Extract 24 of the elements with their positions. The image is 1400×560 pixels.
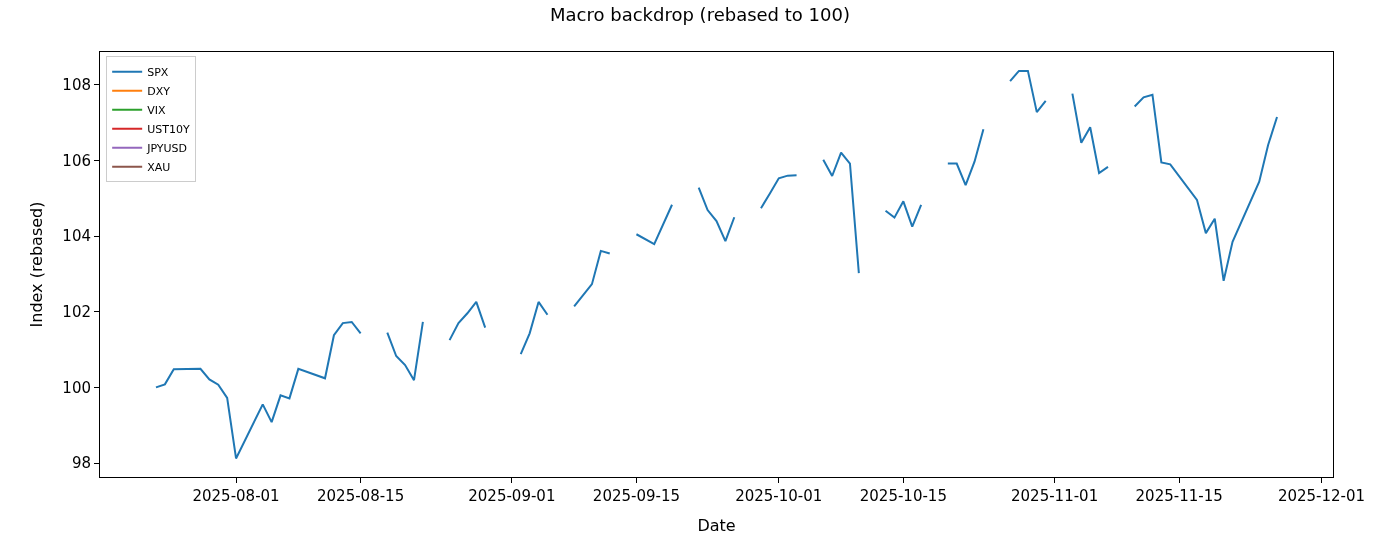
x-tick-label: 2025-11-15 xyxy=(1135,487,1223,505)
chart-title: Macro backdrop (rebased to 100) xyxy=(550,4,850,25)
x-tick-label: 2025-10-01 xyxy=(735,487,823,505)
x-tick-label: 2025-08-15 xyxy=(317,487,405,505)
x-tick-label: 2025-09-01 xyxy=(468,487,556,505)
y-tick-label: 98 xyxy=(71,454,91,473)
y-tick-label: 100 xyxy=(62,378,91,397)
y-tick-label: 102 xyxy=(62,303,91,322)
x-axis-title: Date xyxy=(697,515,736,535)
x-tick-label: 2025-10-15 xyxy=(859,487,947,505)
legend-label: XAU xyxy=(147,161,171,175)
x-tick-label: 2025-11-01 xyxy=(1011,487,1099,505)
legend-label: UST10Y xyxy=(147,123,190,137)
y-tick-label: 104 xyxy=(62,227,91,246)
x-tick-label: 2025-09-15 xyxy=(592,487,681,505)
legend-label: VIX xyxy=(147,104,166,118)
y-axis-title: Index (rebased) xyxy=(27,201,47,328)
legend-label: DXY xyxy=(147,85,171,99)
x-tick-label: 2025-12-01 xyxy=(1277,487,1366,505)
legend-label: JPYUSD xyxy=(146,142,188,156)
x-tick-label: 2025-08-01 xyxy=(192,487,280,505)
y-tick-label: 106 xyxy=(62,151,91,170)
y-tick-label: 108 xyxy=(62,76,91,95)
legend-label: SPX xyxy=(147,66,169,80)
